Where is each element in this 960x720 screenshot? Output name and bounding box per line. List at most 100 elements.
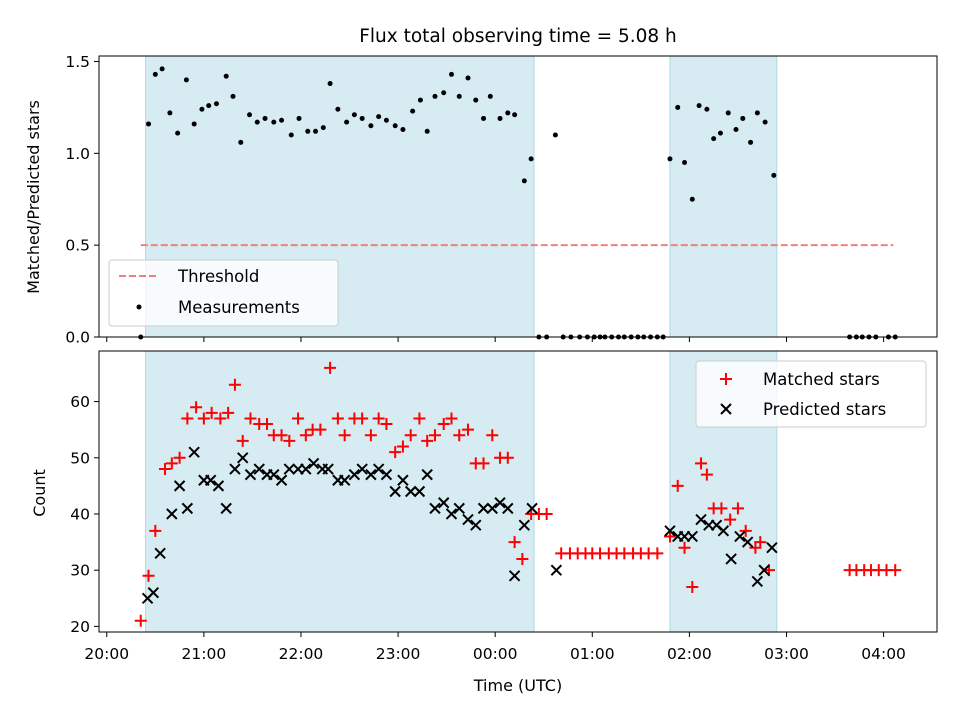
matched-stars-point-4 (165, 457, 178, 470)
measurements-point-14 (247, 112, 253, 118)
bottom-legend-box (695, 360, 927, 428)
matched-stars-point-75 (739, 524, 752, 537)
bottom-x-tick-label-1: 21:00 (182, 645, 227, 663)
matched-stars-point-32 (389, 446, 402, 459)
measurements-point-10 (213, 101, 219, 107)
measurements-point-20 (296, 115, 302, 121)
bottom-x-tick-label-7: 03:00 (764, 645, 809, 663)
bottom-plot-frame (98, 350, 938, 633)
bottom-x-tick-label-5: 01:00 (570, 645, 615, 663)
matched-stars-point-5 (173, 451, 186, 464)
bottom-y-tick-label-4: 60 (70, 393, 90, 411)
predicted-stars-point-9 (212, 480, 225, 492)
measurements-point-76 (717, 130, 723, 136)
matched-stars-point-6 (181, 412, 194, 425)
matched-stars-point-64 (651, 547, 664, 560)
matched-stars-point-43 (477, 457, 490, 470)
measurements-point-41 (465, 75, 471, 81)
predicted-stars-point-2 (154, 547, 166, 560)
matched-stars-point-18 (275, 429, 288, 442)
predicted-stars-point-53 (686, 530, 699, 543)
measurements-point-43 (481, 115, 487, 121)
matched-stars-point-67 (678, 541, 691, 554)
predicted-stars-point-5 (181, 502, 194, 515)
bottom-y-tick-label-3: 50 (70, 449, 90, 467)
predicted-stars-point-39 (453, 502, 465, 515)
matched-stars-point-36 (421, 434, 434, 447)
bottom-y-axis: 20 30 40 50 60 (70, 393, 99, 636)
measurements-point-22 (313, 128, 319, 134)
measurements-point-83 (771, 172, 777, 178)
predicted-stars-point-12 (237, 452, 249, 464)
matched-stars-point-41 (461, 423, 474, 436)
predicted-legend-swatch (720, 403, 732, 415)
predicted-stars-point-58 (725, 553, 737, 565)
top-chart-title: Flux total observing time = 5.08 h (359, 26, 677, 47)
predicted-stars-point-54 (695, 513, 707, 526)
measurements-point-75 (711, 136, 717, 142)
matched-stars-point-28 (356, 412, 369, 425)
matched-stars-point-34 (404, 429, 417, 442)
matched-stars-point-74 (731, 502, 744, 515)
measurements-point-33 (400, 126, 406, 132)
matched-stars-point-14 (244, 412, 257, 425)
measurements-point-37 (432, 93, 438, 99)
predicted-stars-point-47 (518, 519, 531, 531)
measurements-point-47 (512, 112, 518, 118)
bottom-y-axis-label: Count (30, 469, 49, 517)
measurements-point-8 (199, 106, 205, 112)
top-y-tick-label-0: 0.0 (65, 329, 90, 347)
predicted-stars-point-50 (664, 525, 676, 537)
measurements-point-6 (183, 77, 189, 83)
measurements-point-39 (448, 71, 454, 77)
predicted-stars-point-27 (356, 463, 368, 475)
measurements-point-35 (417, 97, 423, 103)
matched-stars-point-48 (516, 552, 529, 565)
predicted-stars-point-33 (404, 485, 417, 498)
matched-stars-point-13 (236, 434, 249, 447)
threshold-legend-label: Threshold (177, 267, 259, 286)
matched-stars-point-31 (380, 418, 393, 431)
predicted-stars-point-16 (268, 468, 280, 481)
matched-stars-point-2 (149, 524, 162, 537)
predicted-stars-point-4 (173, 480, 186, 492)
predicted-stars-point-28 (365, 468, 377, 481)
measurements-point-74 (704, 106, 710, 112)
measurements-point-25 (335, 106, 341, 112)
measurements-point-32 (392, 123, 398, 129)
matched-stars-point-3 (159, 463, 172, 476)
predicted-stars-point-46 (508, 570, 521, 582)
matched-stars-point-35 (413, 412, 426, 425)
matched-stars-point-68 (686, 581, 699, 594)
bottom-x-tick-label-3: 23:00 (376, 645, 421, 663)
measurements-point-31 (383, 117, 389, 123)
bottom-shaded-region-0 (145, 350, 535, 633)
matched-stars-series (134, 361, 902, 627)
measurements-point-38 (441, 90, 447, 96)
bottom-y-tick-label-2: 40 (70, 505, 90, 523)
predicted-stars-point-37 (438, 497, 450, 509)
measurements-point-26 (344, 119, 350, 125)
measurements-point-29 (368, 123, 374, 129)
measurements-point-19 (288, 132, 294, 138)
predicted-stars-point-43 (486, 502, 498, 515)
matched-stars-point-20 (292, 412, 305, 425)
measurements-point-77 (725, 110, 731, 116)
matched-stars-point-12 (228, 378, 241, 391)
matched-stars-point-26 (338, 429, 351, 442)
measurements-point-46 (505, 110, 511, 116)
top-y-axis-label: Matched/Predicted stars (24, 100, 43, 294)
predicted-stars-series (141, 446, 778, 604)
predicted-stars-point-35 (421, 468, 433, 481)
matched-stars-point-0 (134, 614, 147, 627)
top-y-tick-label-1: 0.5 (65, 237, 90, 255)
bottom-x-tick-label-0: 20:00 (84, 645, 129, 663)
measurements-point-27 (351, 112, 357, 118)
matched-stars-point-29 (364, 429, 377, 442)
measurements-point-7 (191, 121, 197, 127)
predicted-stars-point-42 (477, 502, 490, 515)
measurements-point-70 (675, 104, 681, 110)
measurements-point-80 (748, 139, 754, 145)
matched-stars-point-72 (715, 502, 728, 515)
measurements-point-9 (206, 103, 212, 109)
